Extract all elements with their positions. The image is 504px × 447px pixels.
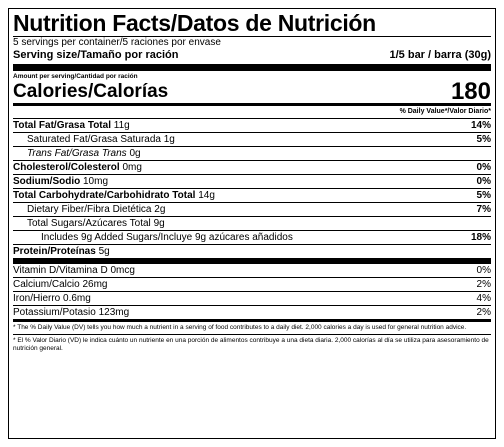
nutrient-row-added-sugars: Includes 9g Added Sugars/Incluye 9g azúc…	[13, 230, 491, 244]
nutrient-amount: 5g	[98, 246, 110, 257]
vitamin-row-potassium: Potassium/Potasio 123mg 2%	[13, 305, 491, 319]
amount-per-serving: Amount per serving/Cantidad por ración	[13, 73, 138, 80]
nutrient-row-total-fat: Total Fat/Grasa Total 11g 14%	[13, 118, 491, 132]
vitamin-row-iron: Iron/Hierro 0.6mg 4%	[13, 291, 491, 305]
serving-size-label: Serving size/Tamaño por ración	[13, 49, 179, 61]
nutrition-facts-panel: Nutrition Facts/Datos de Nutrición 5 ser…	[8, 8, 496, 439]
nutrient-amount: 0g	[129, 148, 141, 159]
title-divider	[13, 36, 491, 37]
nutrient-dv: 18%	[470, 232, 491, 243]
nutrient-label: Cholesterol/Colesterol	[13, 162, 120, 173]
nutrient-label: Dietary Fiber/Fibra Dietética	[27, 204, 152, 215]
vitamin-dv: 2%	[476, 279, 491, 290]
vitamin-row-vitamin-d: Vitamin D/Vitamina D 0mcg 0%	[13, 258, 491, 277]
nutrient-row-cholesterol: Cholesterol/Colesterol 0mg 0%	[13, 160, 491, 174]
nutrient-dv: 5%	[476, 134, 491, 145]
vitamin-amount: 123mg	[98, 307, 130, 318]
daily-value-header: % Daily Value*/Valor Diario*	[399, 108, 491, 115]
nutrient-row-total-sugars: Total Sugars/Azúcares Total 9g	[13, 216, 491, 230]
vitamin-amount: 26mg	[82, 279, 108, 290]
calories-value: 180	[450, 78, 491, 105]
vitamin-dv: 2%	[476, 307, 491, 318]
vitamin-label: Iron/Hierro	[13, 293, 61, 304]
nutrient-row-total-carbohydrate: Total Carbohydrate/Carbohidrato Total 14…	[13, 188, 491, 202]
nutrient-label: Total Sugars/Azúcares Total	[27, 218, 151, 229]
nutrient-amount: 0mg	[122, 162, 142, 173]
nutrient-dv: 14%	[470, 120, 491, 131]
vitamin-amount: 0mcg	[110, 265, 135, 276]
nutrient-label: Total Fat/Grasa Total	[13, 120, 111, 131]
nutrient-row-protein: Protein/Proteínas 5g	[13, 244, 491, 258]
footnote-divider	[13, 319, 491, 322]
nutrient-amount: 14g	[198, 190, 215, 201]
nutrient-row-dietary-fiber: Dietary Fiber/Fibra Dietética 2g 7%	[13, 202, 491, 216]
vitamin-label: Vitamin D/Vitamina D	[13, 265, 108, 276]
nutrient-dv: 0%	[476, 176, 491, 187]
medium-divider	[13, 103, 491, 106]
footnote-english: * The % Daily Value (DV) tells you how m…	[13, 324, 467, 331]
nutrient-label: Includes 9g Added Sugars/Incluye 9g azúc…	[41, 232, 293, 243]
serving-size-row: Serving size/Tamaño por ración 1/5 bar /…	[13, 49, 491, 62]
vitamin-label: Calcium/Calcio	[13, 279, 80, 290]
nutrient-amount: 9g	[153, 218, 165, 229]
servings-per-container: 5 servings per container/5 raciones por …	[13, 37, 221, 48]
vitamin-label: Potassium/Potasio	[13, 307, 96, 318]
nutrient-amount: 11g	[113, 120, 130, 131]
serving-size-value: 1/5 bar / barra (30g)	[389, 49, 492, 61]
thick-divider	[13, 64, 491, 71]
nutrient-label: Sodium/Sodio	[13, 176, 81, 187]
calories-row: Calories/Calorías 180	[13, 78, 491, 105]
vitamin-row-calcium: Calcium/Calcio 26mg 2%	[13, 277, 491, 291]
nutrient-dv: 0%	[476, 162, 491, 173]
nutrient-amount: 10mg	[83, 176, 109, 187]
nutrient-label: Protein/Proteínas	[13, 246, 96, 257]
nutrient-amount: 1g	[163, 134, 175, 145]
nutrient-row-sodium: Sodium/Sodio 10mg 0%	[13, 174, 491, 188]
footnote-spanish: * El % Valor Diario (VD) le indica cuánt…	[13, 337, 489, 352]
nutrient-amount: 2g	[154, 204, 166, 215]
nutrient-dv: 7%	[476, 204, 491, 215]
nutrient-label: Total Carbohydrate/Carbohidrato Total	[13, 190, 196, 201]
calories-label: Calories/Calorías	[13, 81, 169, 102]
nutrient-row-trans-fat: Trans Fat/Grasa Trans 0g	[13, 146, 491, 160]
vitamin-dv: 0%	[476, 265, 491, 276]
vitamin-amount: 0.6mg	[63, 293, 91, 304]
nutrient-dv: 5%	[476, 190, 491, 201]
nutrient-row-saturated-fat: Saturated Fat/Grasa Saturada 1g 5%	[13, 132, 491, 146]
nutrient-label: Trans Fat/Grasa Trans	[27, 148, 127, 159]
panel-title: Nutrition Facts/Datos de Nutrición	[13, 10, 376, 36]
nutrient-label: Saturated Fat/Grasa Saturada	[27, 134, 161, 145]
vitamin-dv: 4%	[476, 293, 491, 304]
footnote-separator	[13, 334, 491, 335]
